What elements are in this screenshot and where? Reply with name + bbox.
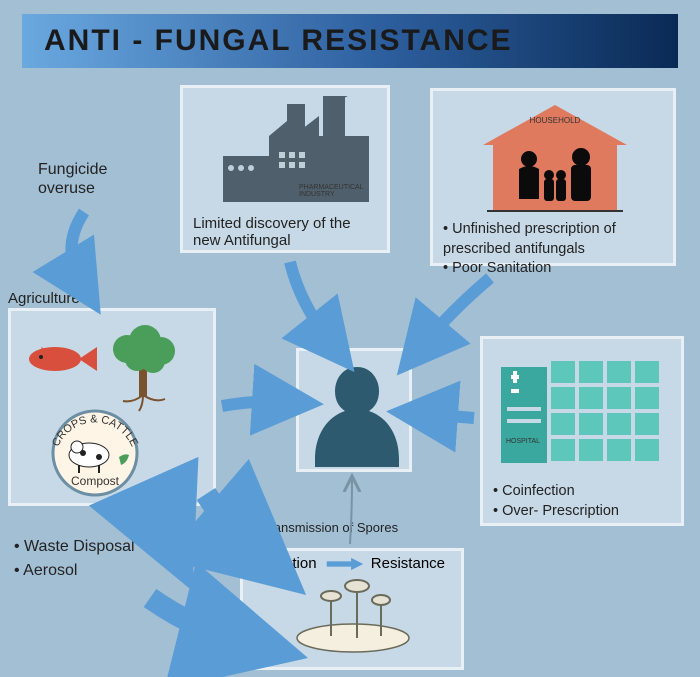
box-person	[296, 348, 412, 472]
waste-b2t: Aerosol	[23, 562, 77, 579]
agriculture-icon: CROPS & CATTLE Compost	[17, 317, 213, 503]
house-icon: HOUSEHOLD	[443, 99, 667, 215]
label-agriculture: Agriculture	[8, 290, 80, 307]
label-fungicide: Fungicide overuse	[38, 160, 148, 198]
svg-text:Compost: Compost	[71, 474, 120, 488]
label-transmission: Transmission of Spores	[262, 520, 398, 535]
label-mutation: Mutation	[259, 555, 317, 572]
factory-caption: Limited discovery of the new Antifungal	[193, 215, 377, 249]
title-text: ANTI - FUNGAL RESISTANCE	[44, 24, 513, 58]
waste-bullet-1: • Waste Disposal	[14, 535, 135, 559]
waste-bullets: • Waste Disposal • Aerosol	[14, 535, 135, 583]
pharma-label: PHARMACEUTICAL INDUSTRY	[299, 184, 387, 198]
box-hospital: HOSPITAL Coinfection Over- Prescription	[480, 336, 684, 526]
household-bullet-1: Unfinished prescription of prescribed an…	[443, 220, 663, 259]
svg-text:HOUSEHOLD: HOUSEHOLD	[530, 116, 581, 125]
household-bullet-2: Poor Sanitation	[443, 259, 663, 279]
waste-b1t: Waste Disposal	[24, 538, 135, 555]
box-household: HOUSEHOLD Unfinished prescription of pre…	[430, 88, 676, 266]
person-silhouette-icon	[309, 359, 405, 467]
box-mutation: Mutation Resistance	[240, 548, 464, 670]
hospital-bullets: Coinfection Over- Prescription	[493, 482, 671, 521]
mushroom-icon	[253, 572, 457, 654]
box-factory: PHARMACEUTICAL INDUSTRY Limited discover…	[180, 85, 390, 253]
hospital-icon: HOSPITAL	[493, 347, 679, 473]
box-agriculture: CROPS & CATTLE Compost	[8, 308, 216, 506]
hospital-bullet-1: Coinfection	[493, 482, 671, 502]
label-resistance: Resistance	[371, 555, 445, 572]
page-title: ANTI - FUNGAL RESISTANCE	[22, 14, 678, 68]
household-bullets: Unfinished prescription of prescribed an…	[443, 220, 663, 279]
hospital-bullet-2: Over- Prescription	[493, 502, 671, 522]
fungicide-text: Fungicide overuse	[38, 161, 107, 197]
arrow-small-icon	[325, 556, 363, 572]
svg-text:HOSPITAL: HOSPITAL	[506, 438, 540, 445]
box-waste: • Waste Disposal • Aerosol	[14, 535, 135, 583]
waste-bullet-2: • Aerosol	[14, 559, 135, 583]
